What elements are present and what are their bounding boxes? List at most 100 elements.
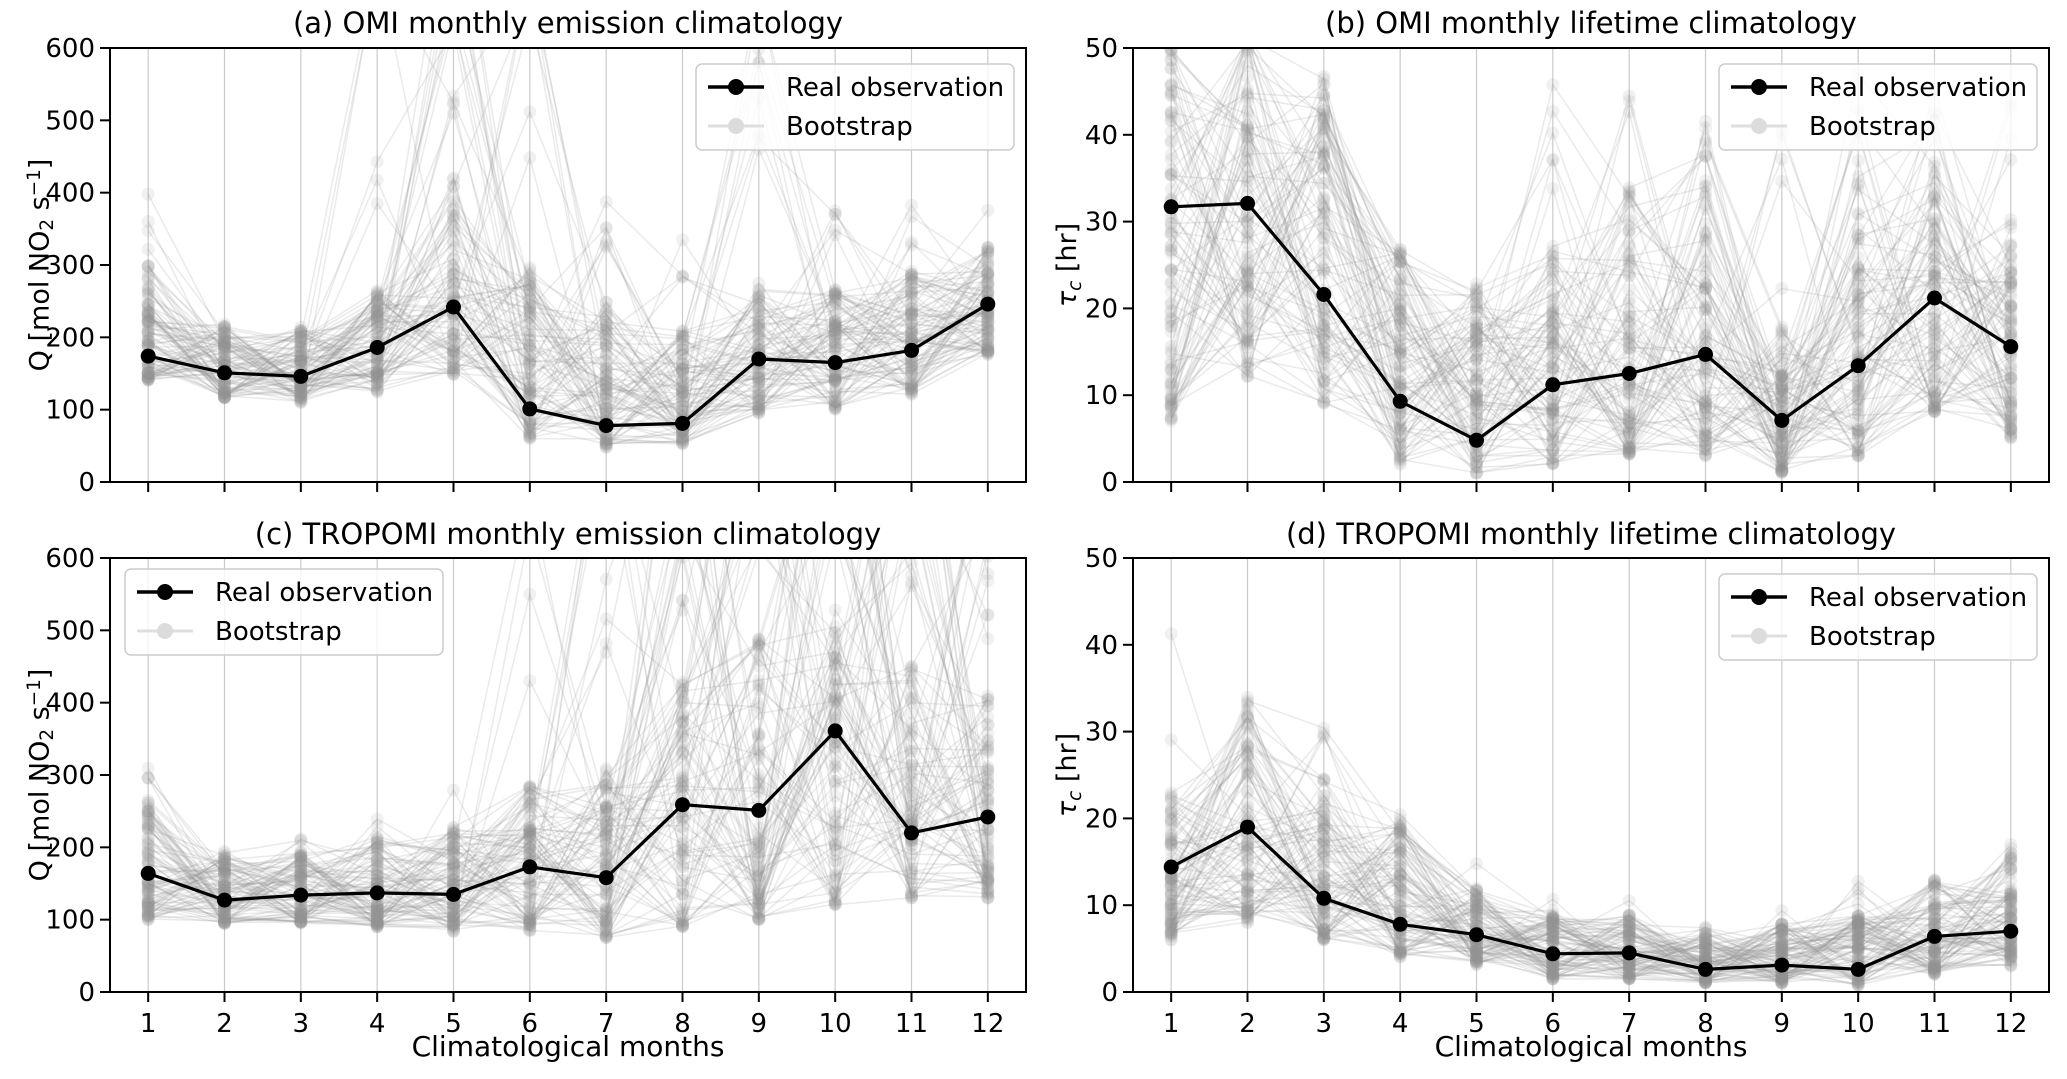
bootstrap-marker: [1928, 222, 1941, 236]
bootstrap-marker: [599, 371, 613, 385]
bootstrap-marker: [1241, 133, 1254, 147]
bootstrap-marker: [905, 284, 918, 298]
bootstrap-marker: [1851, 281, 1865, 295]
bootstrap-marker: [447, 289, 460, 303]
bootstrap-marker: [1317, 207, 1331, 221]
bootstrap-marker: [1699, 442, 1712, 456]
bootstrap-marker: [1470, 411, 1483, 425]
bootstrap-marker: [981, 339, 995, 353]
bootstrap-marker: [905, 303, 918, 317]
bootstrap-marker: [828, 316, 842, 330]
bootstrap-marker: [1546, 366, 1560, 379]
bootstrap-marker: [1546, 345, 1560, 359]
bootstrap-marker: [1622, 447, 1636, 461]
bootstrap-marker: [447, 220, 460, 233]
bootstrap-marker: [141, 334, 155, 348]
bootstrap-marker: [1241, 136, 1254, 150]
bootstrap-marker: [141, 370, 155, 384]
bootstrap-line: [147, 292, 989, 411]
bootstrap-marker: [828, 335, 842, 349]
bootstrap-marker: [1546, 336, 1560, 350]
bootstrap-marker: [828, 322, 842, 336]
bootstrap-marker: [599, 777, 613, 791]
bootstrap-marker: [1851, 443, 1865, 457]
bootstrap-marker: [905, 377, 918, 391]
bootstrap-marker: [523, 419, 537, 433]
bootstrap-line: [1170, 159, 2012, 466]
bootstrap-marker: [1928, 386, 1941, 400]
bootstrap-marker: [1622, 315, 1636, 329]
bootstrap-line: [1170, 48, 2012, 444]
bootstrap-line: [1170, 137, 2012, 456]
bootstrap-marker: [1470, 392, 1483, 406]
bootstrap-marker: [370, 351, 384, 365]
real-observation-marker: [1850, 358, 1866, 374]
bootstrap-marker: [1928, 305, 1941, 319]
bootstrap-marker: [1470, 320, 1483, 334]
bootstrap-marker: [1241, 170, 1254, 184]
bootstrap-marker: [1241, 332, 1254, 346]
bootstrap-marker: [523, 372, 537, 386]
bootstrap-marker: [1851, 154, 1865, 168]
bootstrap-marker: [981, 310, 995, 324]
bootstrap-marker: [1393, 420, 1407, 434]
bootstrap-marker: [599, 339, 613, 352]
bootstrap-marker: [523, 277, 537, 291]
bootstrap-marker: [828, 375, 842, 389]
bootstrap-marker: [599, 387, 613, 401]
bootstrap-marker: [1546, 239, 1560, 253]
bootstrap-marker: [1164, 398, 1178, 412]
bootstrap-marker: [294, 340, 308, 354]
bootstrap-marker: [599, 432, 613, 446]
bootstrap-marker: [294, 344, 308, 357]
bootstrap-marker: [1851, 391, 1865, 405]
bootstrap-line: [1170, 88, 2012, 474]
bootstrap-marker: [1317, 319, 1331, 332]
bootstrap-marker: [905, 356, 918, 370]
bootstrap-marker: [447, 320, 460, 334]
bootstrap-line: [148, 248, 989, 436]
bootstrap-marker: [599, 332, 613, 346]
bootstrap-marker: [1164, 167, 1178, 181]
bootstrap-marker: [1317, 336, 1331, 350]
bootstrap-marker: [1470, 386, 1483, 400]
bootstrap-marker: [523, 339, 537, 352]
bootstrap-marker: [447, 869, 460, 883]
bootstrap-marker: [1699, 282, 1712, 296]
bootstrap-marker: [905, 198, 918, 212]
legend-bootstrap-sample-marker: [728, 118, 744, 134]
real-observation-marker: [675, 415, 690, 431]
bootstrap-marker: [1851, 440, 1865, 454]
bootstrap-marker: [1699, 121, 1712, 135]
bootstrap-marker: [1622, 265, 1636, 279]
bootstrap-marker: [1164, 62, 1178, 76]
bootstrap-marker: [1622, 256, 1636, 270]
bootstrap-marker: [141, 310, 155, 324]
bootstrap-marker: [1164, 412, 1178, 426]
bootstrap-marker: [1699, 149, 1712, 163]
bootstrap-marker: [1928, 182, 1941, 196]
bootstrap-marker: [1164, 48, 1178, 56]
bootstrap-marker: [981, 339, 995, 353]
bootstrap-marker: [2004, 407, 2018, 421]
bootstrap-marker: [1622, 296, 1636, 310]
bootstrap-marker: [905, 857, 918, 871]
bootstrap-marker: [981, 608, 995, 622]
bootstrap-marker: [1164, 168, 1178, 181]
bootstrap-marker: [370, 366, 384, 380]
bootstrap-marker: [1775, 433, 1789, 447]
bootstrap-marker: [1470, 339, 1483, 353]
bootstrap-marker: [1775, 461, 1789, 475]
bootstrap-marker: [294, 354, 308, 368]
bootstrap-marker: [523, 389, 537, 403]
bootstrap-line: [1170, 85, 2012, 465]
bootstrap-marker: [1470, 335, 1483, 348]
bootstrap-marker: [1317, 72, 1331, 86]
bootstrap-marker: [905, 369, 918, 383]
bootstrap-marker: [828, 375, 842, 389]
bootstrap-marker: [1393, 346, 1407, 360]
real-observation-marker: [980, 809, 996, 825]
bootstrap-marker: [218, 350, 231, 364]
bootstrap-marker: [752, 501, 765, 514]
